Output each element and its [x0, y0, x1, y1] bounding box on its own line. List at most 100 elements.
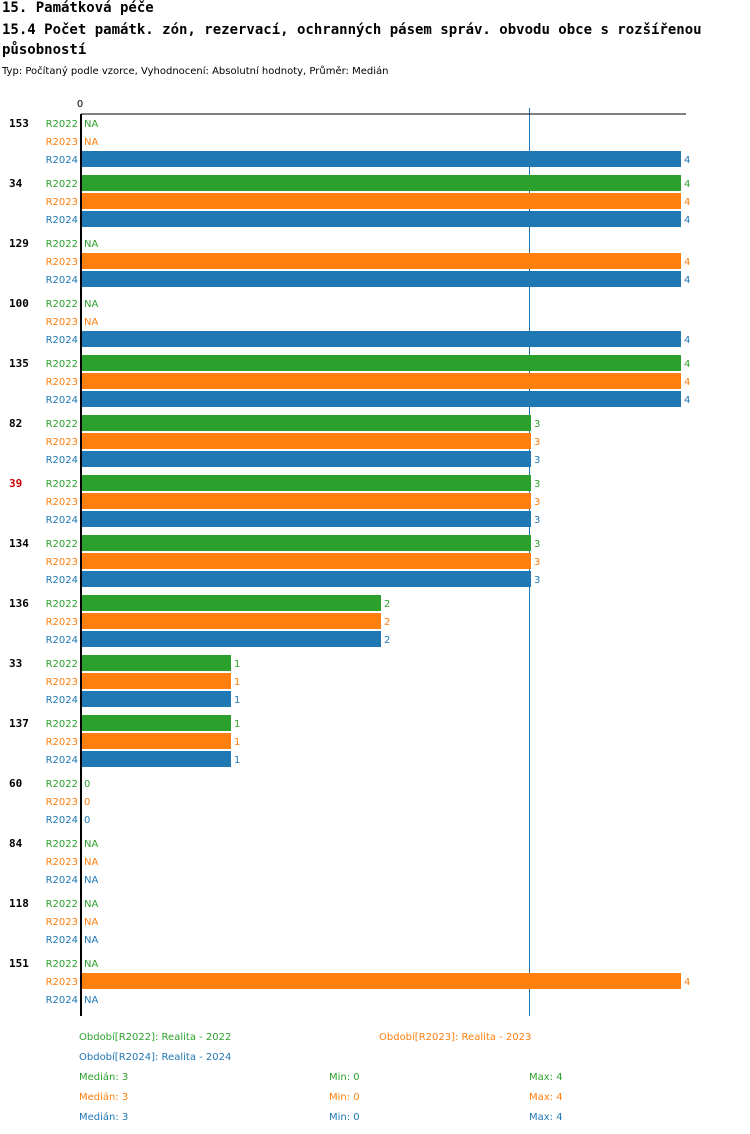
bar-R2023: [81, 373, 681, 389]
stat-min: Min: 0: [329, 1092, 360, 1103]
section-title: 15. Památková péče: [2, 0, 154, 16]
legend-entry: Období[R2023]: Realita - 2023: [379, 1031, 531, 1043]
na-label: NA: [84, 917, 98, 928]
series-row-label: R2023: [46, 557, 78, 568]
data-label: 4: [684, 179, 690, 190]
category-label: 39: [9, 477, 22, 490]
stat-max: Max: 4: [529, 1092, 563, 1103]
data-label: 3: [534, 557, 540, 568]
data-label: 0: [84, 779, 90, 790]
bar-R2024: [81, 271, 681, 287]
series-row-label: R2022: [46, 899, 78, 910]
bar-R2022: [81, 415, 531, 431]
series-row-label: R2023: [46, 137, 78, 148]
data-label: 4: [684, 215, 690, 226]
na-label: NA: [84, 959, 98, 970]
category-label: 151: [9, 957, 29, 970]
data-label: 4: [684, 275, 690, 286]
na-label: NA: [84, 239, 98, 250]
series-row-label: R2022: [46, 179, 78, 190]
bar-R2024: [81, 511, 531, 527]
series-row-label: R2024: [46, 935, 78, 946]
category-label: 60: [9, 777, 22, 790]
bar-R2024: [81, 331, 681, 347]
category-label: 33: [9, 657, 22, 670]
x-tick-label: 0: [77, 99, 83, 110]
series-row-label: R2023: [46, 677, 78, 688]
data-label: 3: [534, 497, 540, 508]
bar-R2023: [81, 433, 531, 449]
series-row-label: R2024: [46, 335, 78, 346]
data-label: 4: [684, 257, 690, 268]
stat-median: Medián: 3: [79, 1071, 128, 1083]
data-label: 3: [534, 479, 540, 490]
bar-R2023: [81, 493, 531, 509]
data-label: 4: [684, 197, 690, 208]
category-label: 129: [9, 237, 29, 250]
stat-max: Max: 4: [529, 1112, 563, 1123]
series-row-label: R2022: [46, 239, 78, 250]
data-label: 2: [384, 635, 390, 646]
data-label: 4: [684, 395, 690, 406]
data-label: 1: [234, 719, 240, 730]
category-label: 134: [9, 537, 29, 550]
data-label: 4: [684, 977, 690, 988]
series-row-label: R2024: [46, 275, 78, 286]
series-row-label: R2024: [46, 995, 78, 1006]
category-label: 100: [9, 297, 29, 310]
na-label: NA: [84, 995, 98, 1006]
category-label: 34: [9, 177, 23, 190]
bar-R2024: [81, 751, 231, 767]
bar-R2024: [81, 391, 681, 407]
data-label: 4: [684, 359, 690, 370]
legend-entry: Období[R2022]: Realita - 2022: [79, 1031, 231, 1043]
data-label: 4: [684, 155, 690, 166]
category-label: 135: [9, 357, 29, 370]
na-label: NA: [84, 839, 98, 850]
series-row-label: R2024: [46, 815, 78, 826]
bar-R2023: [81, 733, 231, 749]
stat-median: Medián: 3: [79, 1111, 128, 1123]
category-label: 118: [9, 897, 29, 910]
series-row-label: R2023: [46, 917, 78, 928]
na-label: NA: [84, 935, 98, 946]
series-row-label: R2022: [46, 419, 78, 430]
na-label: NA: [84, 119, 98, 130]
bar-R2023: [81, 253, 681, 269]
category-label: 137: [9, 717, 29, 730]
bar-R2023: [81, 973, 681, 989]
stat-min: Min: 0: [329, 1072, 360, 1083]
series-row-label: R2022: [46, 539, 78, 550]
bar-R2024: [81, 451, 531, 467]
data-label: 0: [84, 797, 90, 808]
bar-R2022: [81, 535, 531, 551]
bar-R2022: [81, 655, 231, 671]
chart-title: 15.4 Počet památk. zón, rezervací, ochra…: [2, 22, 702, 58]
bar-R2023: [81, 553, 531, 569]
bar-R2024: [81, 631, 381, 647]
bar-R2022: [81, 475, 531, 491]
series-row-label: R2023: [46, 437, 78, 448]
series-row-label: R2023: [46, 497, 78, 508]
na-label: NA: [84, 317, 98, 328]
stat-max: Max: 4: [529, 1072, 563, 1083]
chart-subtitle: Typ: Počítaný podle vzorce, Vyhodnocení:…: [2, 66, 389, 77]
series-row-label: R2023: [46, 617, 78, 628]
na-label: NA: [84, 875, 98, 886]
bar-R2022: [81, 715, 231, 731]
data-label: 0: [84, 815, 90, 826]
series-row-label: R2024: [46, 575, 78, 586]
data-label: 1: [234, 737, 240, 748]
series-row-label: R2022: [46, 119, 78, 130]
bar-R2023: [81, 613, 381, 629]
series-row-label: R2023: [46, 317, 78, 328]
data-label: 3: [534, 515, 540, 526]
series-row-label: R2024: [46, 215, 78, 226]
series-row-label: R2024: [46, 155, 78, 166]
series-row-label: R2024: [46, 395, 78, 406]
data-label: 1: [234, 659, 240, 670]
data-label: 3: [534, 419, 540, 430]
bar-R2022: [81, 595, 381, 611]
stat-min: Min: 0: [329, 1112, 360, 1123]
series-row-label: R2022: [46, 479, 78, 490]
